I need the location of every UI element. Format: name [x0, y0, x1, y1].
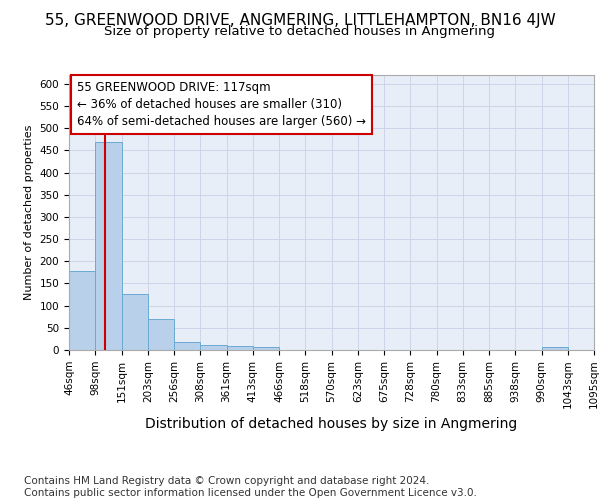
Text: Size of property relative to detached houses in Angmering: Size of property relative to detached ho… — [104, 25, 496, 38]
Bar — [253, 348, 279, 350]
Bar — [121, 294, 148, 350]
Bar — [200, 345, 227, 350]
Bar — [95, 142, 121, 350]
X-axis label: Distribution of detached houses by size in Angmering: Distribution of detached houses by size … — [145, 416, 518, 430]
Y-axis label: Number of detached properties: Number of detached properties — [24, 125, 34, 300]
Text: 55 GREENWOOD DRIVE: 117sqm
← 36% of detached houses are smaller (310)
64% of sem: 55 GREENWOOD DRIVE: 117sqm ← 36% of deta… — [77, 81, 366, 128]
Bar — [69, 271, 95, 350]
Bar — [542, 348, 568, 350]
Bar — [174, 342, 200, 350]
Text: 55, GREENWOOD DRIVE, ANGMERING, LITTLEHAMPTON, BN16 4JW: 55, GREENWOOD DRIVE, ANGMERING, LITTLEHA… — [44, 12, 556, 28]
Text: Contains HM Land Registry data © Crown copyright and database right 2024.
Contai: Contains HM Land Registry data © Crown c… — [24, 476, 477, 498]
Bar — [148, 319, 174, 350]
Bar — [227, 346, 253, 350]
